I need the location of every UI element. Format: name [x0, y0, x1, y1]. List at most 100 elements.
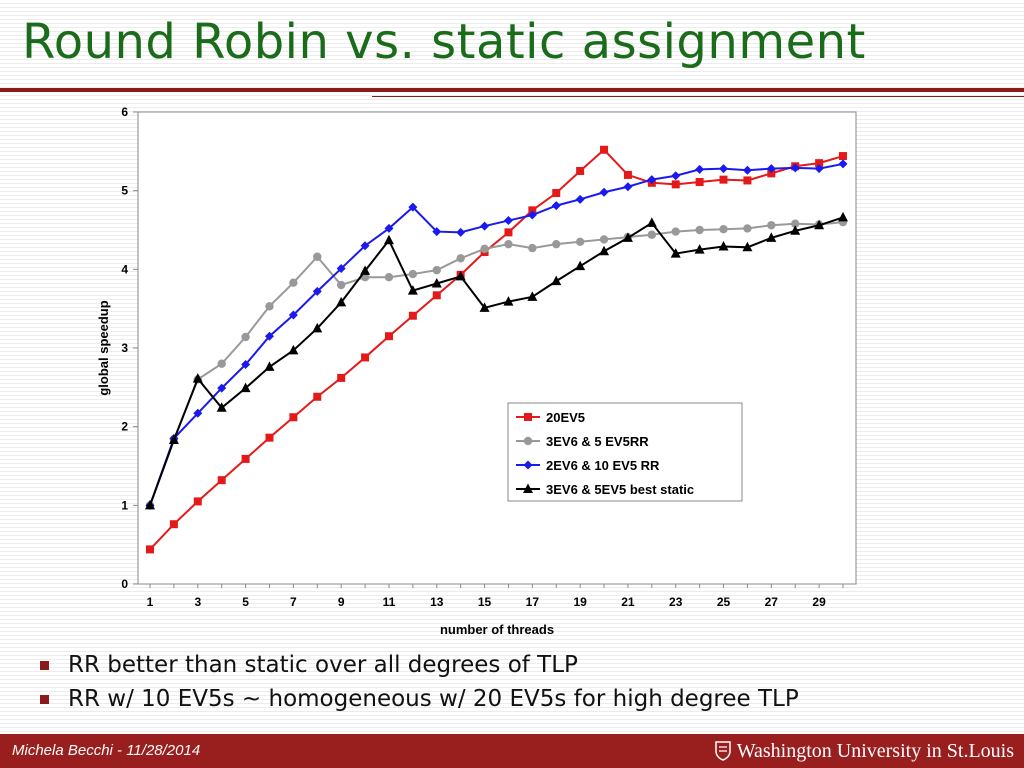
data-point — [456, 227, 466, 237]
bullet-text: RR better than static over all degrees o… — [68, 652, 578, 678]
bullet-list: RR better than static over all degrees o… — [38, 648, 799, 716]
data-point — [168, 434, 179, 445]
data-point — [839, 152, 847, 161]
data-point — [695, 178, 704, 187]
data-point — [742, 165, 752, 175]
x-tick-label: 5 — [242, 595, 249, 609]
legend-marker — [524, 413, 532, 421]
data-point — [361, 353, 370, 362]
data-point — [719, 175, 728, 184]
title-divider — [0, 88, 1024, 92]
data-point — [695, 225, 704, 235]
data-point — [719, 225, 728, 234]
data-point — [623, 170, 632, 179]
y-tick-label: 4 — [121, 262, 128, 276]
data-point — [383, 234, 394, 245]
data-point — [552, 239, 561, 249]
data-point — [528, 243, 537, 253]
university-logo: Washington University in St.Louis — [714, 739, 1014, 763]
x-tick-label: 19 — [573, 595, 587, 609]
data-point — [336, 264, 346, 274]
data-point — [790, 225, 801, 235]
data-point — [264, 361, 275, 371]
data-point — [408, 269, 418, 279]
data-point — [408, 202, 418, 212]
bullet-item: RR better than static over all degrees o… — [38, 648, 799, 682]
data-point — [241, 360, 251, 370]
data-point — [695, 164, 705, 174]
data-point — [479, 302, 490, 312]
data-point — [216, 402, 227, 412]
data-point — [575, 237, 585, 246]
x-tick-label: 29 — [812, 595, 826, 609]
y-tick-label: 0 — [121, 577, 128, 591]
square-bullet-icon — [40, 661, 49, 670]
data-point — [503, 216, 513, 226]
data-point — [647, 175, 657, 185]
data-point — [504, 239, 513, 249]
data-point — [336, 296, 347, 307]
data-point — [575, 194, 585, 204]
data-point — [217, 476, 226, 485]
data-point — [289, 278, 298, 287]
data-point — [766, 164, 776, 174]
data-point — [600, 145, 609, 154]
data-point — [814, 164, 824, 174]
data-point — [838, 211, 848, 222]
data-point — [217, 383, 227, 393]
data-point — [288, 310, 298, 320]
x-tick-label: 3 — [194, 595, 201, 609]
x-tick-label: 17 — [526, 595, 540, 609]
data-point — [313, 252, 322, 261]
legend-marker — [523, 436, 533, 446]
data-point — [670, 248, 681, 258]
data-point — [192, 373, 203, 383]
x-tick-label: 21 — [621, 595, 635, 609]
data-point — [599, 235, 609, 244]
data-point — [384, 332, 393, 341]
data-point — [743, 224, 752, 233]
data-point — [265, 302, 274, 311]
data-point — [814, 219, 825, 230]
data-point — [551, 201, 561, 211]
y-tick-label: 1 — [121, 498, 128, 512]
data-point — [718, 241, 729, 251]
data-point — [838, 159, 848, 169]
data-point — [719, 164, 729, 174]
data-point — [480, 221, 490, 231]
data-point — [551, 275, 562, 286]
plot-area — [137, 111, 857, 585]
data-point — [623, 182, 633, 192]
data-point — [360, 265, 371, 275]
x-tick-label: 1 — [147, 595, 154, 609]
legend-item: 2EV6 & 10 EV5 RR — [516, 458, 660, 473]
x-axis-label: number of threads — [440, 622, 554, 637]
data-point — [671, 227, 680, 236]
data-point — [575, 260, 586, 271]
data-point — [407, 285, 418, 295]
data-point — [384, 223, 394, 233]
data-point — [694, 244, 705, 254]
data-point — [599, 187, 609, 197]
x-tick-label: 11 — [383, 595, 396, 609]
legend-box — [507, 402, 743, 502]
data-point — [504, 228, 513, 237]
y-tick-label: 2 — [121, 420, 128, 434]
data-point — [480, 244, 489, 254]
data-point — [766, 232, 777, 242]
data-point — [241, 332, 250, 342]
series-layer — [145, 145, 848, 554]
x-tick-label: 23 — [669, 595, 683, 609]
data-point — [264, 331, 274, 341]
data-point — [646, 217, 657, 227]
data-point — [527, 291, 538, 301]
data-point — [432, 265, 441, 275]
data-point — [647, 230, 657, 239]
data-point — [146, 545, 154, 554]
y-axis-label: global speedup — [96, 300, 111, 395]
data-point — [384, 273, 394, 282]
data-point — [622, 232, 633, 242]
data-point — [432, 227, 442, 237]
bullet-text: RR w/ 10 EV5s ~ homogeneous w/ 20 EV5s f… — [68, 686, 799, 712]
x-axis: 1 3 5 7 9 11 13 15 17 19 21 23 25 27 29 — [147, 584, 844, 609]
